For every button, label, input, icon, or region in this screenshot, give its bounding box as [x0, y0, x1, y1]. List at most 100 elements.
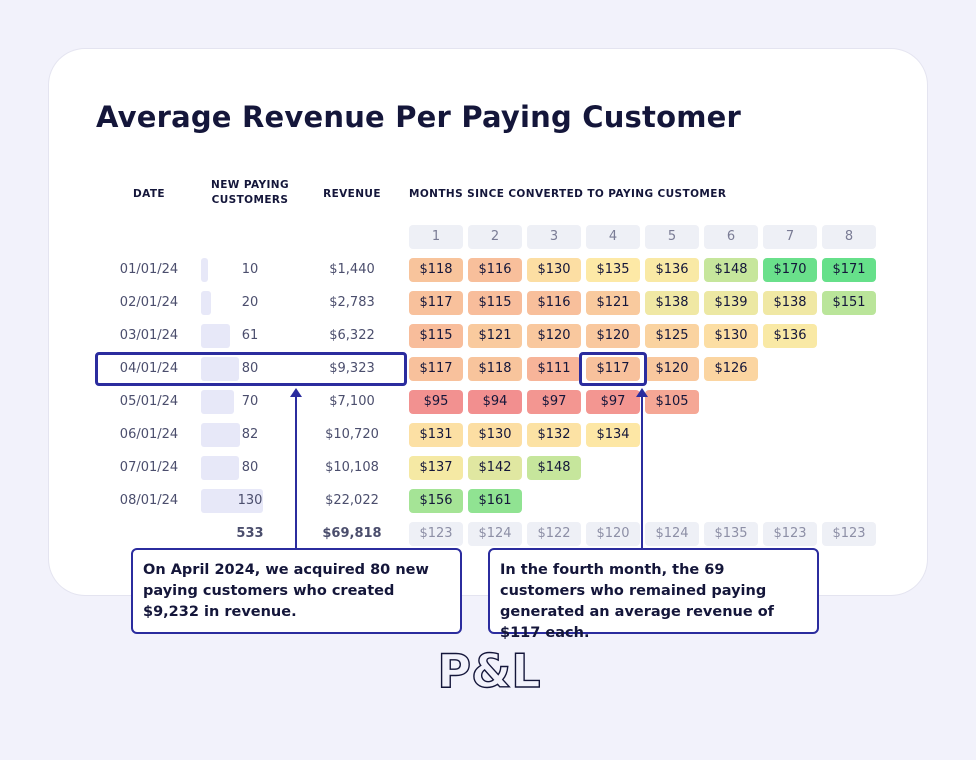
cohort-cell: $170 [763, 258, 817, 282]
customers-value: 130 [237, 493, 263, 508]
customers-bar [201, 456, 239, 480]
left-leader-line [295, 395, 297, 549]
revenue-value: $6,322 [329, 328, 375, 343]
cohort-cell: $131 [409, 423, 463, 447]
cohort-cell: $137 [409, 456, 463, 480]
cohort-cell: $151 [822, 291, 876, 315]
highlight-cell-box [579, 352, 647, 386]
pl-logo-text: P&L [437, 645, 540, 693]
customers-value: 80 [241, 361, 259, 376]
cohort-cell: $94 [468, 390, 522, 414]
cohort-cell: $118 [468, 357, 522, 381]
cohort-cell: $115 [468, 291, 522, 315]
customers-bar [201, 357, 239, 381]
revenue-value: $1,440 [329, 262, 375, 277]
month-header-5: 5 [645, 225, 699, 249]
total-revenue: $69,818 [322, 526, 382, 541]
customers-bar [201, 423, 240, 447]
cohort-cell: $97 [586, 390, 640, 414]
cohort-cell: $120 [645, 357, 699, 381]
month-header-8: 8 [822, 225, 876, 249]
customers-bar [201, 390, 234, 414]
pl-logo: P&L [427, 643, 551, 698]
cohort-cell: $115 [409, 324, 463, 348]
header-date: DATE [133, 188, 165, 200]
header-revenue: REVENUE [323, 188, 381, 200]
cohort-cell: $130 [468, 423, 522, 447]
month-header-4: 4 [586, 225, 640, 249]
revenue-value: $2,783 [329, 295, 375, 310]
cohort-cell: $148 [704, 258, 758, 282]
cohort-cell: $156 [409, 489, 463, 513]
total-month-avg: $123 [409, 522, 463, 546]
cohort-cell: $136 [645, 258, 699, 282]
customers-bar [201, 489, 263, 513]
cohort-cell: $116 [527, 291, 581, 315]
cohort-cell: $121 [468, 324, 522, 348]
customers-value: 20 [241, 295, 259, 310]
total-month-avg: $120 [586, 522, 640, 546]
customers-bar [201, 258, 208, 282]
cohort-cell: $130 [704, 324, 758, 348]
total-month-avg: $135 [704, 522, 758, 546]
cohort-cell: $132 [527, 423, 581, 447]
cohort-cell: $136 [763, 324, 817, 348]
right-arrow-head [636, 388, 648, 397]
customers-value: 61 [241, 328, 259, 343]
annotation-left: On April 2024, we acquired 80 new paying… [131, 548, 462, 634]
row-date: 07/01/24 [119, 460, 179, 475]
revenue-value: $9,323 [329, 361, 375, 376]
cohort-cell: $171 [822, 258, 876, 282]
cohort-cell: $116 [468, 258, 522, 282]
customers-value: 10 [241, 262, 259, 277]
cohort-cell: $97 [527, 390, 581, 414]
cohort-cell: $134 [586, 423, 640, 447]
total-month-avg: $123 [822, 522, 876, 546]
revenue-value: $7,100 [329, 394, 375, 409]
cohort-cell: $117 [409, 357, 463, 381]
header-new-paying-customers: NEW PAYING CUSTOMERS [211, 179, 289, 206]
cohort-cell: $117 [586, 357, 640, 381]
cohort-cell: $125 [645, 324, 699, 348]
cohort-cell: $161 [468, 489, 522, 513]
cohort-cell: $138 [645, 291, 699, 315]
cohort-cell: $118 [409, 258, 463, 282]
row-date: 05/01/24 [119, 394, 179, 409]
cohort-cell: $138 [763, 291, 817, 315]
header-months-since-converted: MONTHS SINCE CONVERTED TO PAYING CUSTOME… [409, 188, 727, 200]
cohort-cell: $105 [645, 390, 699, 414]
cohort-cell: $120 [586, 324, 640, 348]
month-header-3: 3 [527, 225, 581, 249]
total-month-avg: $124 [645, 522, 699, 546]
row-date: 02/01/24 [119, 295, 179, 310]
row-date: 01/01/24 [119, 262, 179, 277]
row-date: 04/01/24 [119, 361, 179, 376]
cohort-cell: $95 [409, 390, 463, 414]
cohort-cell: $148 [527, 456, 581, 480]
cohort-cell: $121 [586, 291, 640, 315]
revenue-value: $10,720 [325, 427, 379, 442]
revenue-value: $22,022 [325, 493, 379, 508]
total-month-avg: $124 [468, 522, 522, 546]
left-arrow-head [290, 388, 302, 397]
row-date: 08/01/24 [119, 493, 179, 508]
chart-title: Average Revenue Per Paying Customer [96, 100, 741, 134]
month-header-1: 1 [409, 225, 463, 249]
customers-bar [201, 324, 230, 348]
cohort-cell: $126 [704, 357, 758, 381]
cohort-cell: $135 [586, 258, 640, 282]
right-leader-line [641, 395, 643, 549]
total-month-avg: $122 [527, 522, 581, 546]
customers-bar [201, 291, 211, 315]
month-header-7: 7 [763, 225, 817, 249]
total-month-avg: $123 [763, 522, 817, 546]
customers-value: 82 [241, 427, 259, 442]
cohort-cell: $139 [704, 291, 758, 315]
cohort-cell: $117 [409, 291, 463, 315]
customers-value: 70 [241, 394, 259, 409]
cohort-cell: $120 [527, 324, 581, 348]
row-date: 03/01/24 [119, 328, 179, 343]
month-header-2: 2 [468, 225, 522, 249]
cohort-cell: $130 [527, 258, 581, 282]
highlight-row-box [95, 352, 407, 386]
